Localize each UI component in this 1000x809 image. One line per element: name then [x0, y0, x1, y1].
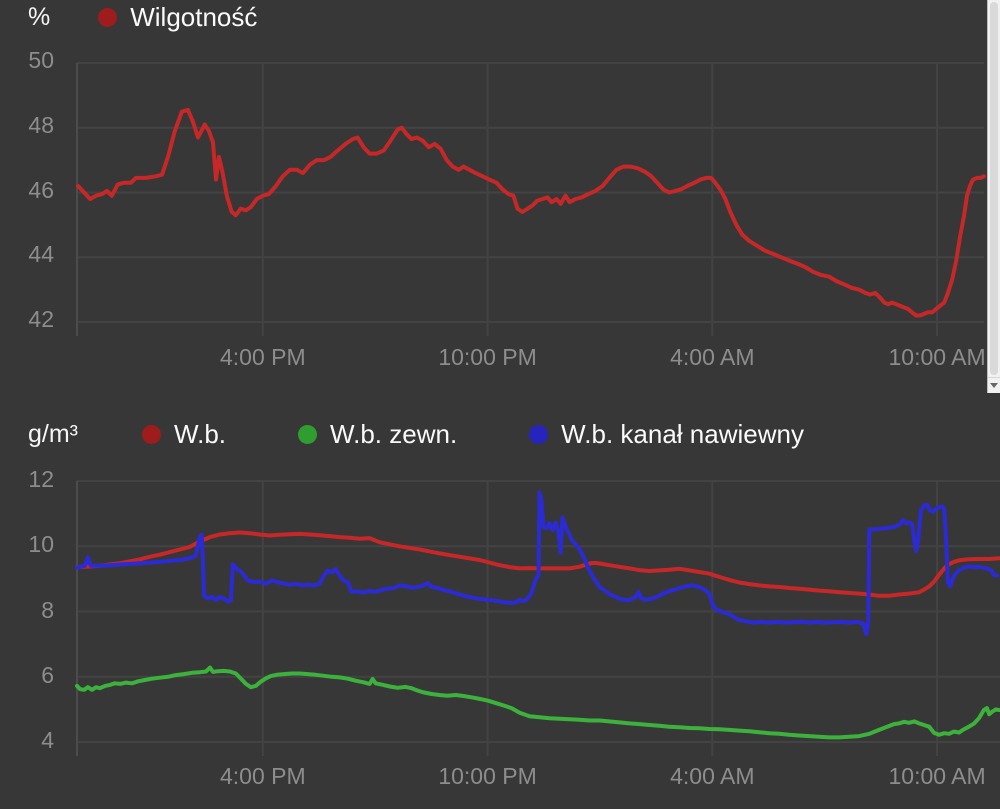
legend-item-w-b[interactable]: W.b. — [142, 419, 226, 449]
absolute-humidity-legend: g/m³ W.b. W.b. zewn. W.b. kanał nawiewny — [28, 419, 876, 449]
x-tick-label: 10:00 PM — [438, 763, 537, 789]
scrollbar-down-button[interactable] — [988, 377, 1000, 393]
legend-dot-icon — [98, 7, 118, 27]
legend-item-wilgotno[interactable]: Wilgotność — [98, 2, 257, 32]
absolute-humidity-unit-label: g/m³ — [28, 420, 78, 448]
legend-label: W.b. kanał nawiewny — [561, 419, 804, 449]
vertical-scrollbar[interactable] — [987, 0, 1000, 393]
y-tick-label: 10 — [28, 531, 54, 558]
scrollbar-thumb[interactable] — [990, 2, 998, 375]
humidity-chart — [76, 62, 986, 336]
y-tick-label: 48 — [28, 111, 54, 138]
y-tick-label: 4 — [41, 727, 54, 753]
y-tick-label: 6 — [41, 661, 54, 688]
x-tick-label: 10:00 AM — [888, 763, 986, 789]
absolute-humidity-legend-items: W.b. W.b. zewn. W.b. kanał nawiewny — [142, 419, 876, 449]
legend-label: W.b. zewn. — [330, 419, 458, 449]
x-tick-label: 10:00 AM — [888, 344, 986, 370]
y-tick-label: 12 — [28, 466, 54, 492]
series-line-wilgotno — [76, 107, 986, 318]
legend-dot-icon — [529, 424, 549, 444]
y-tick-label: 44 — [28, 241, 54, 268]
chevron-down-icon — [990, 383, 998, 388]
legend-dot-icon — [298, 424, 318, 444]
y-tick-label: 8 — [41, 596, 54, 623]
legend-dot-icon — [142, 424, 161, 444]
legend-item-w-b-kana-nawiewny[interactable]: W.b. kanał nawiewny — [529, 419, 804, 449]
series-line-w-b-kana-nawiewny — [75, 490, 999, 637]
y-tick-label: 50 — [28, 47, 54, 73]
y-tick-label: 46 — [28, 176, 54, 203]
x-tick-label: 4:00 AM — [670, 763, 755, 789]
legend-label: Wilgotność — [130, 2, 258, 32]
legend-label: W.b. — [174, 419, 227, 449]
y-tick-label: 42 — [28, 306, 54, 332]
x-tick-label: 4:00 PM — [219, 763, 306, 789]
legend-item-w-b-zewn[interactable]: W.b. zewn. — [298, 419, 457, 449]
x-tick-label: 10:00 PM — [438, 344, 537, 370]
absolute-humidity-chart — [75, 480, 1000, 756]
x-tick-label: 4:00 PM — [219, 344, 306, 370]
humidity-legend-items: Wilgotność — [98, 2, 329, 32]
humidity-legend: % Wilgotność — [28, 2, 329, 32]
series-line-w-b-zewn — [75, 665, 1000, 740]
series-line-w-b — [75, 530, 1000, 598]
humidity-unit-label: % — [28, 3, 51, 31]
x-tick-label: 4:00 AM — [670, 344, 755, 370]
